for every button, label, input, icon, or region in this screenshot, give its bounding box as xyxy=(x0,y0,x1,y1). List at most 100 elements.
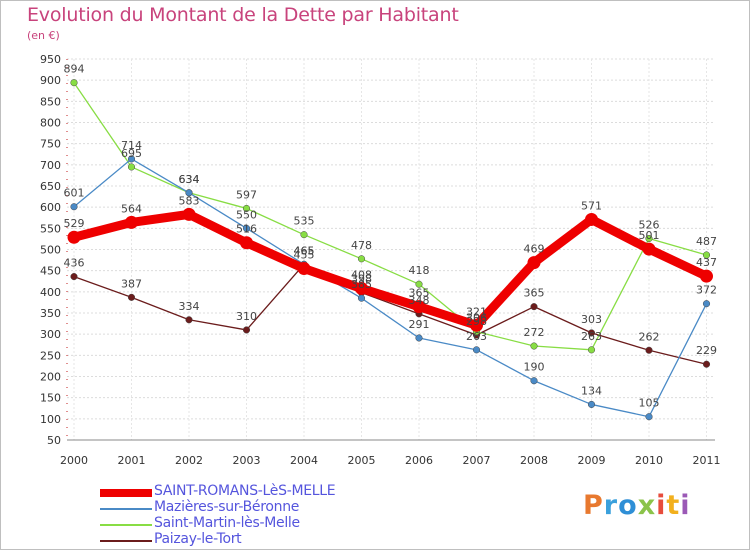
data-label: 634 xyxy=(179,173,200,186)
data-point xyxy=(185,189,193,197)
data-point xyxy=(585,212,598,226)
data-point xyxy=(297,262,311,276)
data-point xyxy=(415,280,423,288)
data-label: 105 xyxy=(639,397,660,410)
x-tick-label: 2010 xyxy=(635,454,663,467)
unit-label: (en €) xyxy=(27,29,60,42)
y-tick-label: 100 xyxy=(40,413,61,426)
data-label: 134 xyxy=(581,384,602,397)
x-tick-label: 2000 xyxy=(60,454,88,467)
data-point xyxy=(527,256,541,270)
data-label: 469 xyxy=(524,243,545,256)
data-point xyxy=(700,269,713,283)
data-label: 564 xyxy=(121,202,142,215)
y-tick-label: 50 xyxy=(47,434,61,447)
data-point xyxy=(70,79,78,87)
data-label: 348 xyxy=(409,294,430,307)
x-tick-label: 2005 xyxy=(348,454,376,467)
data-label: 303 xyxy=(581,313,602,326)
series-line xyxy=(73,263,708,365)
data-label: 526 xyxy=(639,218,660,231)
data-point xyxy=(472,346,481,354)
logo-letter: t xyxy=(666,490,681,521)
series-line xyxy=(69,209,711,330)
data-label: 436 xyxy=(64,257,85,270)
data-label: 535 xyxy=(294,215,315,228)
x-tick-label: 2011 xyxy=(693,454,721,467)
data-label: 408 xyxy=(351,268,372,281)
chart-title: Evolution du Montant de la Dette par Hab… xyxy=(27,4,459,26)
data-point xyxy=(530,377,538,385)
data-label: 478 xyxy=(351,239,372,252)
data-label: 418 xyxy=(409,264,430,277)
y-tick-label: 450 xyxy=(40,265,61,278)
y-tick-label: 950 xyxy=(40,53,61,66)
y-tick-label: 650 xyxy=(40,180,61,193)
y-tick-label: 800 xyxy=(40,117,61,130)
x-tick-label: 2004 xyxy=(290,454,318,467)
legend-item-saint-romans: SAINT-ROMANS-LèS-MELLE xyxy=(100,483,400,501)
y-tick-label: 250 xyxy=(40,349,61,362)
y-tick-label: 300 xyxy=(40,328,61,341)
data-label: 583 xyxy=(179,194,200,207)
legend-item-paizay: Paizay-le-Tort xyxy=(100,531,400,549)
data-point xyxy=(242,326,251,334)
data-label: 272 xyxy=(524,326,545,339)
data-point xyxy=(185,316,193,324)
data-point xyxy=(530,342,538,350)
y-tick-label: 700 xyxy=(40,159,61,172)
data-point xyxy=(702,360,711,368)
legend-swatch xyxy=(100,524,152,526)
data-point xyxy=(357,255,366,263)
data-label: 465 xyxy=(294,244,315,257)
logo-letter: r xyxy=(603,490,619,521)
data-point xyxy=(587,400,596,408)
logo-letter: o xyxy=(618,490,638,521)
y-tick-label: 750 xyxy=(40,138,61,151)
data-point xyxy=(415,334,423,342)
x-tick-label: 2002 xyxy=(175,454,203,467)
proxiti-logo: Proxiti xyxy=(583,490,691,521)
logo-letter: P xyxy=(583,490,604,521)
data-point xyxy=(70,203,78,211)
data-point xyxy=(645,413,653,421)
data-label: 365 xyxy=(409,287,430,300)
y-tick-label: 200 xyxy=(40,371,61,384)
data-label: 334 xyxy=(179,300,200,313)
data-point xyxy=(645,346,653,354)
data-label: 229 xyxy=(696,344,717,357)
data-label: 306 xyxy=(466,312,487,325)
data-label: 372 xyxy=(696,284,717,297)
data-label: 501 xyxy=(639,229,660,242)
x-tick-label: 2001 xyxy=(118,454,146,467)
data-label: 487 xyxy=(696,235,717,248)
data-label: 455 xyxy=(294,249,315,262)
data-point xyxy=(645,234,653,243)
data-point xyxy=(412,300,426,314)
data-label: 398 xyxy=(351,273,372,286)
data-point xyxy=(587,346,596,354)
series-line xyxy=(73,158,708,418)
legend-swatch xyxy=(100,540,152,542)
data-label: 387 xyxy=(121,277,142,290)
y-tick-label: 150 xyxy=(40,392,61,405)
legend-swatch xyxy=(100,508,152,510)
y-tick-label: 500 xyxy=(40,244,61,257)
data-point xyxy=(702,251,711,259)
data-point xyxy=(470,318,483,332)
y-tick-label: 900 xyxy=(40,74,61,87)
data-label: 634 xyxy=(179,173,200,186)
data-label: 291 xyxy=(409,318,430,331)
data-point xyxy=(357,294,366,302)
data-point xyxy=(240,236,253,250)
data-label: 465 xyxy=(294,244,315,257)
data-label: 263 xyxy=(466,330,487,343)
data-label: 894 xyxy=(64,63,85,76)
data-label: 597 xyxy=(236,188,257,201)
logo-letter: i xyxy=(680,490,691,521)
data-label: 516 xyxy=(236,223,257,236)
data-point xyxy=(127,163,136,171)
data-label: 263 xyxy=(581,330,602,343)
data-label: 321 xyxy=(466,305,487,318)
